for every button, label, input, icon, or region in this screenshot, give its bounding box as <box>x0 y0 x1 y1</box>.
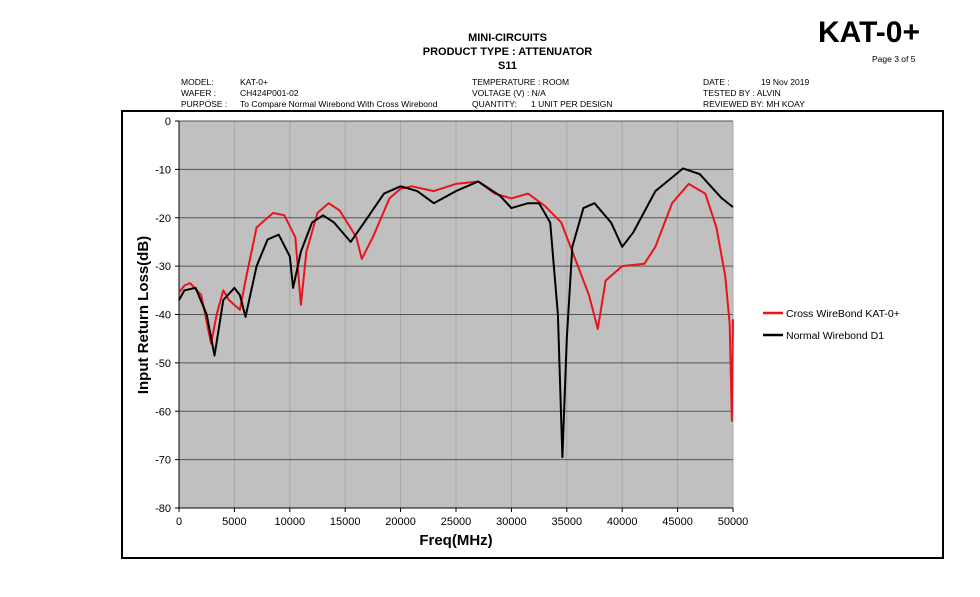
y-tick-label: 0 <box>165 116 171 128</box>
x-tick-label: 25000 <box>441 516 472 528</box>
part-number: KAT-0+ <box>818 16 920 49</box>
x-tick-label: 35000 <box>552 516 583 528</box>
y-tick-label: -10 <box>155 164 171 176</box>
x-tick-label: 5000 <box>222 516 246 528</box>
x-axis-label: Freq(MHz) <box>419 532 492 549</box>
date-label: DATE : <box>703 77 730 87</box>
temperature: TEMPERATURE : ROOM <box>472 77 570 87</box>
purpose-value: To Compare Normal Wirebond With Cross Wi… <box>240 99 438 109</box>
x-tick-label: 50000 <box>718 516 749 528</box>
voltage: VOLTAGE (V) : N/A <box>472 88 546 98</box>
model-label: MODEL: <box>181 77 214 87</box>
x-tick-label: 15000 <box>330 516 361 528</box>
y-tick-label: -40 <box>155 310 171 322</box>
quantity-value: 1 UNIT PER DESIGN <box>531 99 613 109</box>
page-number: Page 3 of 5 <box>872 54 916 64</box>
y-tick-label: -50 <box>155 358 171 370</box>
chart-frame <box>121 110 944 559</box>
wafer-label: WAFER : <box>181 88 217 98</box>
company-title: MINI-CIRCUITS <box>468 32 547 44</box>
y-tick-label: -60 <box>155 406 171 418</box>
legend-label-1: Normal Wirebond D1 <box>786 330 884 342</box>
x-tick-label: 0 <box>176 516 182 528</box>
x-tick-label: 10000 <box>275 516 306 528</box>
x-tick-label: 45000 <box>662 516 693 528</box>
parameter-title: S11 <box>498 60 517 72</box>
x-tick-label: 40000 <box>607 516 638 528</box>
tested-by: TESTED BY : ALVIN <box>703 88 781 98</box>
legend-label-0: Cross WireBond KAT-0+ <box>786 308 900 320</box>
product-type: PRODUCT TYPE : ATTENUATOR <box>422 46 593 58</box>
x-tick-label: 20000 <box>385 516 416 528</box>
reviewed-by: REVIEWED BY: MH KOAY <box>703 99 805 109</box>
y-tick-label: -80 <box>155 503 171 515</box>
date-value: 19 Nov 2019 <box>761 77 810 87</box>
y-axis-label: Input Return Loss(dB) <box>135 236 152 394</box>
y-tick-label: -70 <box>155 455 171 467</box>
wafer-value: CH424P001-02 <box>240 88 299 98</box>
model-value: KAT-0+ <box>240 77 268 87</box>
y-tick-label: -20 <box>155 213 171 225</box>
series-line-1 <box>178 167 734 459</box>
quantity-label: QUANTITY: <box>472 99 517 109</box>
purpose-label: PURPOSE : <box>181 99 228 109</box>
y-tick-label: -30 <box>155 261 171 273</box>
x-tick-label: 30000 <box>496 516 527 528</box>
